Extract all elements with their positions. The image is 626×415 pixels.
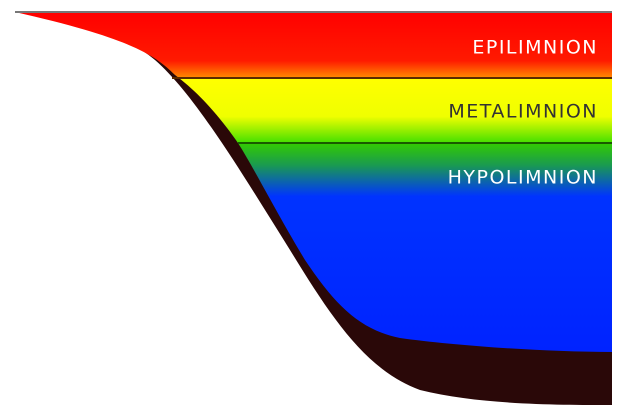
lake-diagram: EPILIMNION METALIMNION HYPOLIMNION xyxy=(0,0,626,415)
layer-label: EPILIMNION xyxy=(472,37,598,59)
layer-label: METALIMNION xyxy=(448,101,598,123)
layer-label: HYPOLIMNION xyxy=(448,167,598,189)
